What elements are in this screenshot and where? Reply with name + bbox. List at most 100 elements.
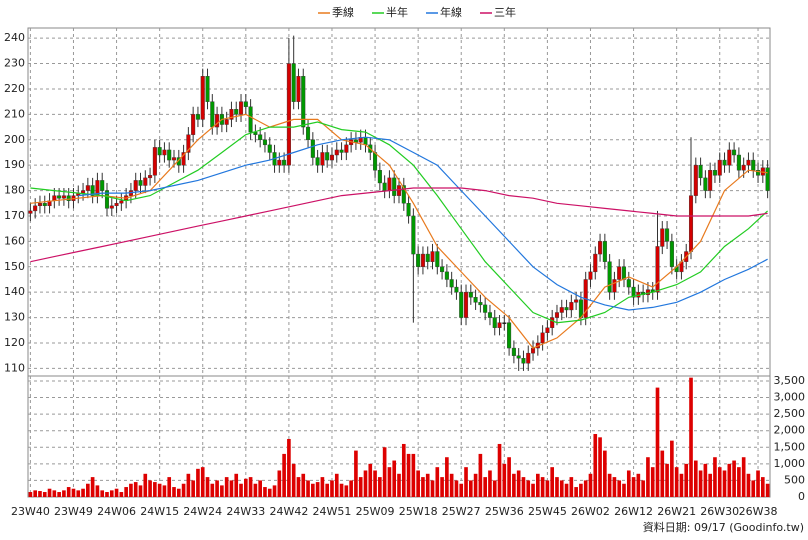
candle-body	[660, 228, 665, 247]
volume-bar	[531, 483, 535, 497]
volume-bar	[95, 485, 100, 497]
volume-bar	[732, 460, 736, 497]
volume-bar	[71, 488, 76, 497]
volume-bar	[440, 477, 444, 497]
x-tick-label: 26W02	[571, 505, 610, 518]
volume-bar	[717, 467, 722, 497]
volume-bar	[387, 467, 392, 497]
volume-bar	[306, 480, 310, 497]
candle-body	[162, 149, 167, 156]
volume-bar	[660, 450, 665, 497]
volume-bar	[684, 463, 689, 497]
volume-bar	[650, 467, 655, 497]
volume-bar	[282, 453, 286, 497]
volume-bar	[153, 482, 157, 497]
candle-body	[205, 76, 210, 102]
volume-bar	[612, 477, 617, 497]
volume-bar	[631, 477, 636, 497]
candle-body	[487, 312, 492, 318]
volume-bar	[38, 491, 42, 497]
candle-body	[540, 332, 545, 344]
x-tick-label: 25W09	[356, 505, 395, 518]
volume-bar	[200, 467, 205, 497]
volume-bar	[569, 477, 574, 497]
volume-bar	[47, 488, 52, 497]
candle-body	[301, 76, 306, 128]
volume-bar	[593, 434, 598, 497]
x-tick-label: 26W30	[700, 505, 739, 518]
candle-body	[459, 291, 464, 318]
candle-body	[698, 164, 703, 179]
y-tick-label: 150	[4, 260, 25, 273]
y-tick-label: 240	[4, 31, 25, 44]
ma-line	[30, 187, 768, 263]
volume-bar	[636, 473, 641, 497]
volume-bar	[737, 467, 741, 497]
volume-bar	[133, 482, 138, 497]
candle-body	[559, 307, 564, 313]
volume-bar	[574, 487, 578, 497]
volume-bar	[708, 473, 712, 497]
candle-body	[186, 134, 191, 153]
candle-body	[248, 106, 253, 133]
y-tick-label: 200	[4, 133, 25, 146]
candle-body	[511, 347, 516, 356]
volume-bar	[143, 473, 148, 497]
candle-body	[708, 170, 713, 191]
candle-body	[215, 114, 220, 128]
candle-body	[171, 157, 177, 161]
volume-bar	[641, 480, 645, 497]
volume-bar	[425, 473, 430, 497]
candle-body	[531, 347, 536, 354]
volume-bar	[713, 457, 717, 497]
candle-body	[688, 195, 694, 252]
candle-body	[157, 147, 162, 156]
volume-bar	[765, 483, 770, 497]
volume-bar	[583, 480, 588, 497]
x-tick-label: 25W45	[528, 505, 567, 518]
volume-bar	[291, 463, 296, 497]
volume-bar	[579, 483, 583, 497]
candle-body	[449, 279, 454, 288]
volume-bar	[148, 480, 152, 497]
candle-body	[756, 170, 761, 176]
volume-bar	[430, 480, 435, 497]
volume-bar	[488, 470, 492, 497]
candle-body	[655, 246, 660, 293]
candle-body	[344, 144, 349, 153]
volume-bar	[86, 483, 90, 497]
volume-bar	[124, 487, 128, 497]
candle-body	[612, 279, 617, 293]
volume-bar	[679, 473, 684, 497]
candle-body	[569, 302, 574, 311]
y-tick-label: 160	[4, 234, 25, 247]
volume-bar	[76, 490, 81, 497]
volume-bar	[272, 485, 277, 497]
volume-bar	[502, 463, 507, 497]
volume-bar	[382, 447, 387, 497]
volume-bar	[66, 487, 71, 497]
volume-bar	[373, 470, 377, 497]
candle-body	[607, 261, 612, 293]
volume-bar	[315, 482, 320, 497]
candle-body	[334, 149, 339, 156]
candle-body	[210, 101, 215, 128]
volume-bar	[253, 483, 258, 497]
candle-body	[420, 253, 425, 267]
y-tick-label: 190	[4, 158, 25, 171]
volume-bar	[464, 467, 468, 497]
volume-bar	[191, 480, 195, 497]
candle-body	[392, 177, 397, 196]
candle-body	[430, 251, 435, 262]
candle-body	[282, 159, 287, 166]
volume-bar	[492, 480, 497, 497]
volume-bar	[401, 443, 406, 497]
candle-body	[521, 358, 526, 364]
candle-body	[516, 355, 521, 359]
volume-bar	[33, 490, 37, 497]
x-tick-label: 24W33	[226, 505, 265, 518]
candle-body	[665, 228, 670, 242]
volume-bar	[603, 450, 607, 497]
volume-bar	[277, 470, 282, 497]
volume-bar	[617, 480, 622, 497]
